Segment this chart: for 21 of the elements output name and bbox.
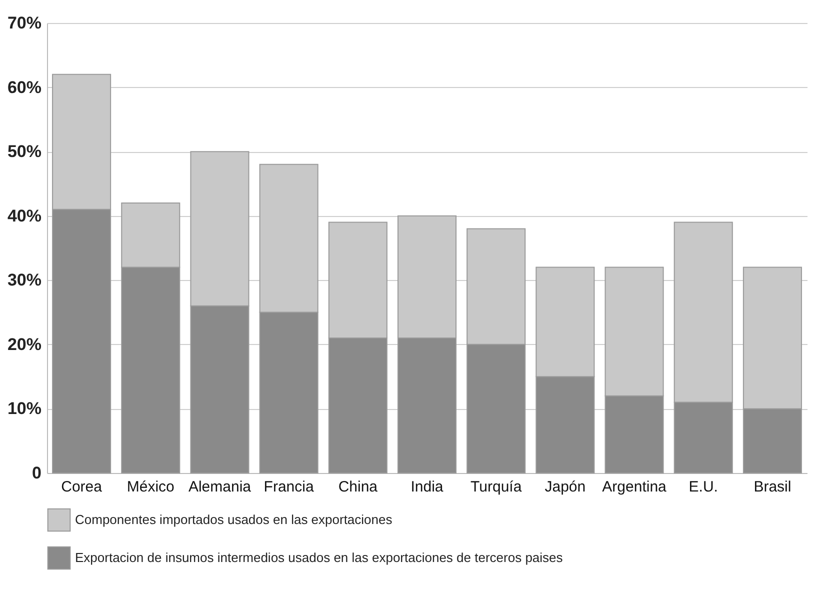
x-tick-label: India xyxy=(410,478,444,496)
x-tick-label: Turquía xyxy=(470,478,522,496)
y-tick-label: 40% xyxy=(7,206,42,226)
y-tick-label: 70% xyxy=(7,14,42,32)
y-tick-label: 50% xyxy=(7,142,42,162)
legend-label: Exportacion de insumos intermedios usados en las exportaciones de terceros paises xyxy=(75,550,564,565)
x-tick-label: Alemania xyxy=(188,478,252,496)
x-tick-label: Brasil xyxy=(754,478,792,496)
x-tick-label: Corea xyxy=(61,478,103,496)
y-tick-label: 0 xyxy=(32,464,42,482)
x-tick-label: Francia xyxy=(264,478,314,496)
y-tick-label: 60% xyxy=(7,78,42,97)
y-tick-label: 20% xyxy=(7,334,42,354)
x-tick-label: E.U. xyxy=(688,478,718,496)
y-tick-label: 10% xyxy=(7,399,42,418)
x-tick-label: China xyxy=(338,478,378,496)
x-tick-label: México xyxy=(126,478,174,496)
y-tick-label: 30% xyxy=(7,270,42,290)
x-tick-label: Japón xyxy=(544,478,586,496)
x-tick-label: Argentina xyxy=(602,478,668,496)
legend-label: Componentes importados usados en las exportaciones xyxy=(75,512,393,527)
